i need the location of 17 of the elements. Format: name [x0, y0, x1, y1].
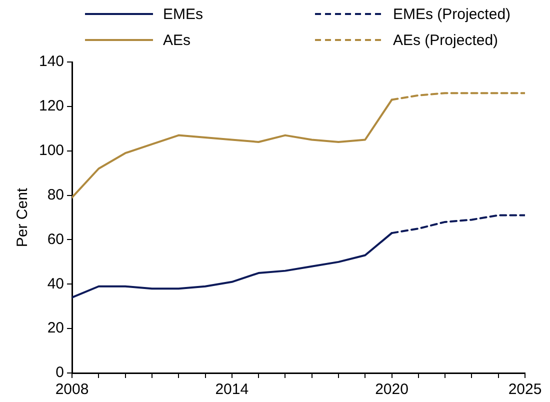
y-tick-label: 20 [47, 320, 64, 337]
legend-label: AEs (Projected) [393, 32, 498, 48]
legend-label: EMEs [163, 6, 204, 22]
x-tick-label: 2014 [215, 381, 249, 398]
y-tick-label: 0 [56, 364, 64, 382]
legend-label: AEs [163, 32, 191, 48]
legend-label: EMEs (Projected) [393, 6, 511, 22]
y-tick-label: 60 [47, 230, 64, 248]
y-tick-label: 120 [38, 98, 64, 115]
y-tick-label: 100 [38, 142, 64, 159]
x-tick-label: 2020 [375, 381, 408, 398]
y-axis-title: Per Cent [14, 187, 32, 248]
y-tick-label: 40 [47, 275, 64, 292]
x-tick-label: 2008 [55, 381, 89, 398]
y-tick-label: 140 [38, 53, 64, 70]
y-tick-label: 80 [47, 186, 64, 204]
x-tick-label: 2025 [508, 381, 542, 398]
